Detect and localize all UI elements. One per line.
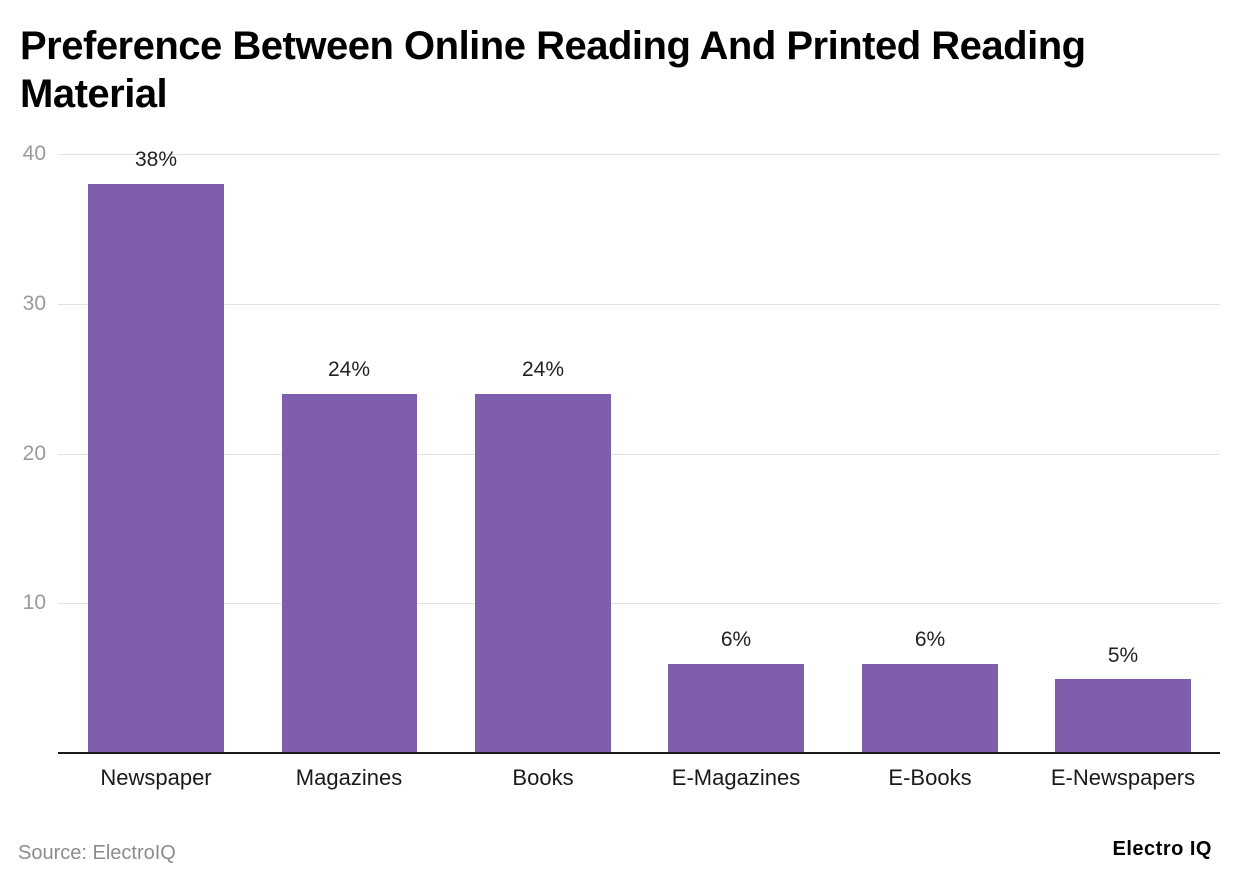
y-tick-label: 30 xyxy=(22,292,46,315)
bar-value-label: 6% xyxy=(914,628,946,651)
x-tick-label: E-Books xyxy=(888,765,972,790)
gridline-40 xyxy=(58,154,1220,155)
x-tick-label: E-Newspapers xyxy=(1050,765,1196,790)
x-tick-label: Newspaper xyxy=(100,765,212,790)
bar-e-books[interactable] xyxy=(862,664,998,753)
bar-magazines[interactable] xyxy=(282,394,417,753)
bar-newspaper[interactable] xyxy=(88,184,224,753)
x-tick-label: Magazines xyxy=(295,765,403,790)
bar-value-label: 5% xyxy=(1107,644,1139,667)
x-tick-label: E-Magazines xyxy=(671,765,801,790)
bar-value-label: 24% xyxy=(327,358,371,381)
bar-e-newspapers[interactable] xyxy=(1055,679,1191,753)
bar-value-label: 6% xyxy=(720,628,752,651)
chart-title: Preference Between Online Reading And Pr… xyxy=(20,24,1086,116)
y-tick-label: 20 xyxy=(22,442,46,465)
bar-books[interactable] xyxy=(475,394,611,753)
bar-e-magazines[interactable] xyxy=(668,664,804,753)
source-note: Source: ElectroIQ xyxy=(18,842,176,864)
x-tick-label: Books xyxy=(512,765,574,790)
y-tick-label: 40 xyxy=(22,142,46,165)
gridline-20 xyxy=(58,454,1220,455)
brand-logo: Electro IQ xyxy=(1112,838,1212,860)
gridline-10 xyxy=(58,603,1220,604)
bar-value-label: 38% xyxy=(134,148,178,171)
bar-value-label: 24% xyxy=(521,358,565,381)
y-tick-label: 10 xyxy=(22,591,46,614)
gridline-30 xyxy=(58,304,1220,305)
x-axis-line xyxy=(58,752,1220,754)
